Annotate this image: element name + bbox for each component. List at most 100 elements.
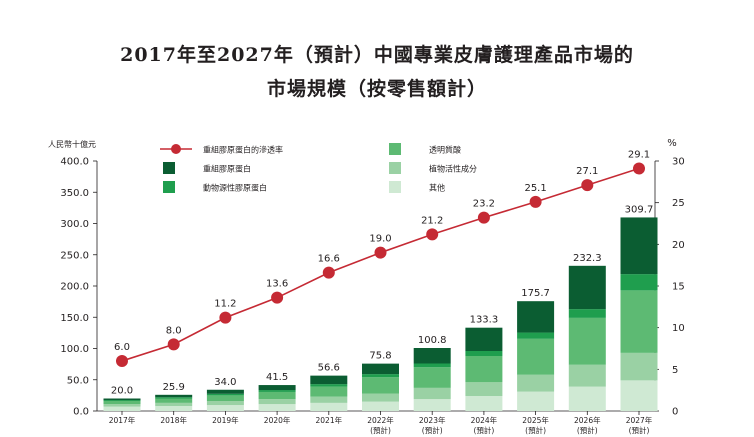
bar-segment <box>103 400 141 401</box>
bar-segment <box>413 399 451 411</box>
left-axis-unit: 人民幣十億元 <box>48 139 96 149</box>
left-tick-label: 350.0 <box>60 188 89 199</box>
x-tick-label: 2018年 <box>160 415 187 425</box>
bar-segment <box>465 396 503 411</box>
right-tick-label: 10 <box>672 323 685 334</box>
bar-segment <box>155 394 193 398</box>
legend-swatch <box>163 162 175 174</box>
bar-segment <box>155 402 193 406</box>
bar-segment <box>362 401 399 411</box>
bar-segment <box>362 363 399 375</box>
bar-segment <box>517 301 555 333</box>
bar-segment <box>568 265 606 310</box>
right-tick-label: 20 <box>672 240 685 251</box>
x-tick-label: 2026年 <box>574 415 601 425</box>
x-tick-sublabel: (預計) <box>422 425 443 435</box>
x-tick-label: 2017年 <box>109 415 136 425</box>
penetration-rate-label: 23.2 <box>473 199 495 210</box>
penetration-rate-point <box>477 211 490 224</box>
bar-segment <box>362 377 399 394</box>
x-tick-sublabel: (預計) <box>473 425 494 435</box>
bar-segment <box>258 404 296 411</box>
bar-segment <box>103 404 141 407</box>
bar-segment <box>568 364 606 387</box>
bar-segment <box>206 395 244 401</box>
penetration-rate-point <box>322 266 335 279</box>
bar-segment <box>568 309 606 318</box>
bar-total-label: 175.7 <box>521 288 550 299</box>
legend-swatch <box>389 143 401 155</box>
penetration-rate-label: 25.1 <box>524 183 546 194</box>
penetration-rate-point <box>581 179 594 192</box>
bar-segment <box>258 399 296 405</box>
bar-segment <box>206 393 244 396</box>
bar-segment <box>103 398 141 401</box>
right-axis-unit: % <box>667 138 677 149</box>
bar-segment <box>413 367 451 388</box>
bar-segment <box>517 391 555 411</box>
penetration-rate-point <box>426 228 439 241</box>
legend-label: 重組膠原蛋白 <box>203 164 251 174</box>
legend-label: 其他 <box>429 183 445 193</box>
penetration-rate-point <box>374 246 387 259</box>
bar-segment <box>258 390 296 392</box>
bar-segment <box>465 351 503 356</box>
penetration-rate-line <box>121 167 640 362</box>
x-tick-label: 2021年 <box>316 415 343 425</box>
penetration-rate-label: 29.1 <box>628 150 650 161</box>
bar-total-label: 25.9 <box>163 382 185 393</box>
bar-total-label: 100.8 <box>418 335 447 346</box>
right-tick-label: 0 <box>672 407 678 418</box>
bar-segment <box>206 389 244 394</box>
legend-label: 植物活性成分 <box>429 164 477 174</box>
bar-total-label: 20.0 <box>111 386 133 397</box>
penetration-rate-point <box>167 338 180 351</box>
bar-total-label: 133.3 <box>470 315 499 326</box>
left-tick-label: 100.0 <box>60 344 89 355</box>
chart-title-line-2: 市場規模（按零售額計） <box>266 78 487 100</box>
penetration-rate-label: 19.0 <box>369 234 391 245</box>
bar-segment <box>620 352 658 381</box>
bar-segment <box>103 401 141 405</box>
bar-total-label: 56.6 <box>318 363 340 374</box>
bar-segment <box>620 274 658 291</box>
bar-segment <box>413 348 451 364</box>
bar-total-label: 75.8 <box>369 351 391 362</box>
bar-total-label: 34.0 <box>214 377 236 388</box>
left-tick-label: 250.0 <box>60 250 89 261</box>
bar-total-label: 232.3 <box>573 253 602 264</box>
bar-segment <box>620 290 658 353</box>
legend-swatch <box>389 162 401 174</box>
bar-total-label: 309.7 <box>625 204 654 215</box>
left-tick-label: 300.0 <box>60 219 89 230</box>
legend-label: 重組膠原蛋白的滲透率 <box>203 145 283 155</box>
bar-segment <box>155 398 193 403</box>
x-tick-label: 2027年 <box>626 415 653 425</box>
bar-segment <box>310 396 348 403</box>
left-tick-label: 50.0 <box>67 375 89 386</box>
penetration-rate-point <box>529 195 542 208</box>
bar-segment <box>568 386 606 411</box>
bar-segment <box>310 384 348 387</box>
bar-segment <box>258 385 296 391</box>
bar-segment <box>620 380 658 411</box>
left-tick-label: 0.0 <box>73 407 89 418</box>
x-tick-label: 2020年 <box>264 415 291 425</box>
x-tick-sublabel: (預計) <box>370 425 391 435</box>
legend-swatch <box>389 181 401 193</box>
x-tick-label: 2025年 <box>522 415 549 425</box>
bar-segment <box>517 374 555 392</box>
x-tick-label: 2023年 <box>419 415 446 425</box>
penetration-rate-label: 16.6 <box>318 254 340 265</box>
x-tick-label: 2019年 <box>212 415 239 425</box>
x-tick-sublabel: (預計) <box>629 425 650 435</box>
left-tick-label: 150.0 <box>60 313 89 324</box>
bar-segment <box>258 391 296 400</box>
penetration-rate-label: 21.2 <box>421 215 443 226</box>
bar-segment <box>362 374 399 378</box>
bar-total-label: 41.5 <box>266 372 288 383</box>
penetration-rate-label: 13.6 <box>266 279 288 290</box>
bar-segment <box>620 217 658 275</box>
legend-line-marker <box>171 144 181 154</box>
